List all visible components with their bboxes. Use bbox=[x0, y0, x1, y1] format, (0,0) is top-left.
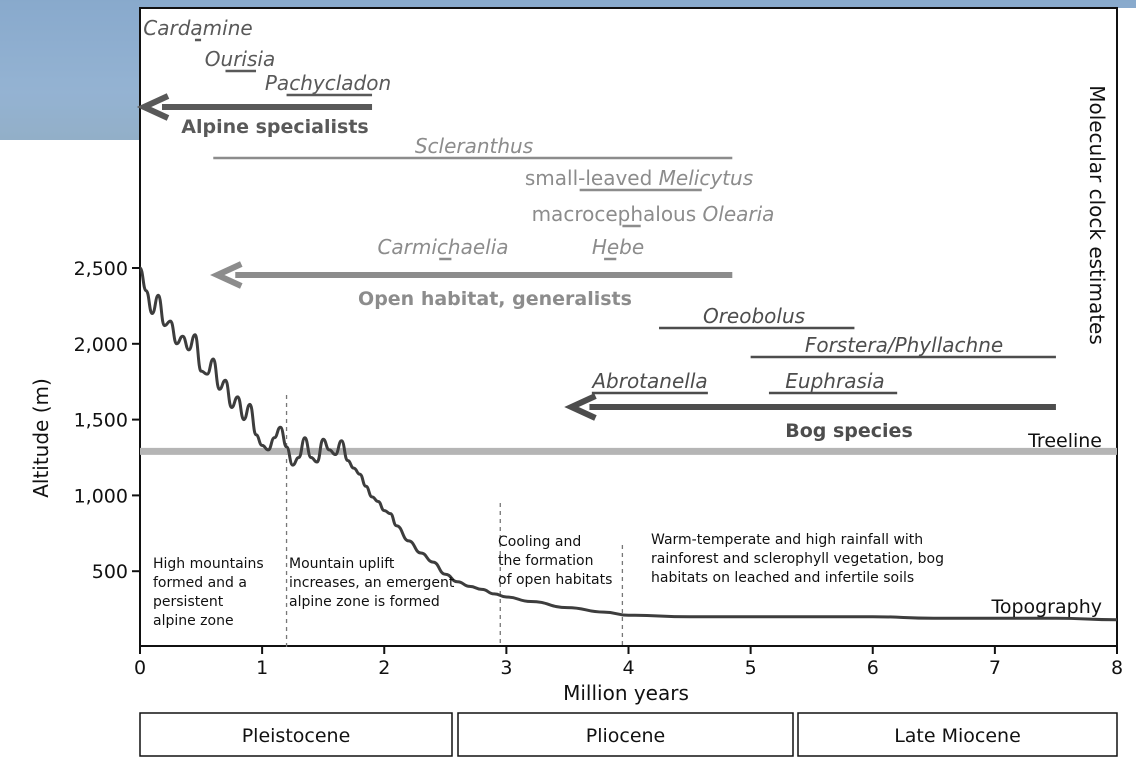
topography-line bbox=[138, 266, 1118, 622]
epoch-label: Late Miocene bbox=[894, 725, 1021, 747]
group-label: Bog species bbox=[785, 420, 913, 442]
x-tick-label: 1 bbox=[256, 657, 268, 679]
x-tick-label: 2 bbox=[378, 657, 390, 679]
zone-annotation: Cooling and the formation of open habitats bbox=[498, 534, 612, 588]
taxon-label: Hebe bbox=[592, 235, 644, 259]
epoch-label: Pliocene bbox=[586, 725, 666, 747]
treeline-label: Treeline bbox=[1027, 430, 1102, 452]
x-tick-label: 3 bbox=[500, 657, 512, 679]
x-tick-label: 8 bbox=[1111, 657, 1123, 679]
x-axis-label: Million years bbox=[563, 681, 689, 705]
epoch-box bbox=[139, 712, 453, 757]
taxon-label: Carmichaelia bbox=[377, 235, 508, 259]
taxon-label: Cardamine bbox=[143, 16, 252, 40]
right-axis-label: Molecular clock estimates bbox=[1085, 85, 1109, 345]
taxon-label: Abrotanella bbox=[590, 369, 707, 393]
x-tick-label: 5 bbox=[745, 657, 757, 679]
y-tick-label: 1,500 bbox=[74, 410, 128, 432]
y-tick-label: 2,500 bbox=[74, 258, 128, 280]
y-tick-label: 1,000 bbox=[74, 485, 128, 507]
right-margin bbox=[1118, 8, 1136, 708]
taxon-label: Euphrasia bbox=[785, 369, 884, 393]
zone-annotation: Mountain uplift increases, an emergent alp… bbox=[289, 556, 455, 610]
left-axis-area bbox=[0, 140, 139, 700]
topography-label: Topography bbox=[990, 596, 1102, 618]
x-tick-label: 4 bbox=[622, 657, 634, 679]
taxon-label: Forstera/Phyllachne bbox=[805, 333, 1003, 357]
group-arrow-head bbox=[210, 261, 243, 289]
zone-annotation: Warm-temperate and high rainfall with rai… bbox=[651, 532, 944, 586]
taxon-label: Ourisia bbox=[205, 47, 275, 71]
y-axis-label: Altitude (m) bbox=[29, 378, 53, 498]
taxon-label: Scleranthus bbox=[415, 134, 533, 158]
group-arrow-head bbox=[136, 93, 170, 121]
taxon-label: Pachycladon bbox=[265, 71, 391, 95]
plot-panel bbox=[139, 7, 1118, 647]
group-arrow-head bbox=[564, 393, 597, 421]
taxon-label: small-leaved Melicytus bbox=[525, 166, 753, 190]
x-tick-label: 7 bbox=[989, 657, 1001, 679]
x-tick-label: 6 bbox=[867, 657, 879, 679]
epoch-box bbox=[797, 712, 1118, 757]
epoch-box bbox=[457, 712, 794, 757]
x-tick-label: 0 bbox=[134, 657, 146, 679]
group-label: Alpine specialists bbox=[181, 116, 368, 138]
y-tick-label: 2,000 bbox=[74, 334, 128, 356]
taxon-label: Oreobolus bbox=[703, 304, 805, 328]
zone-annotation: High mountains formed and a persistent alpi… bbox=[153, 556, 264, 629]
epoch-label: Pleistocene bbox=[242, 725, 351, 747]
taxon-label: macrocephalous Olearia bbox=[532, 202, 775, 226]
group-label: Open habitat, generalists bbox=[358, 288, 632, 310]
y-tick-label: 500 bbox=[92, 561, 128, 583]
